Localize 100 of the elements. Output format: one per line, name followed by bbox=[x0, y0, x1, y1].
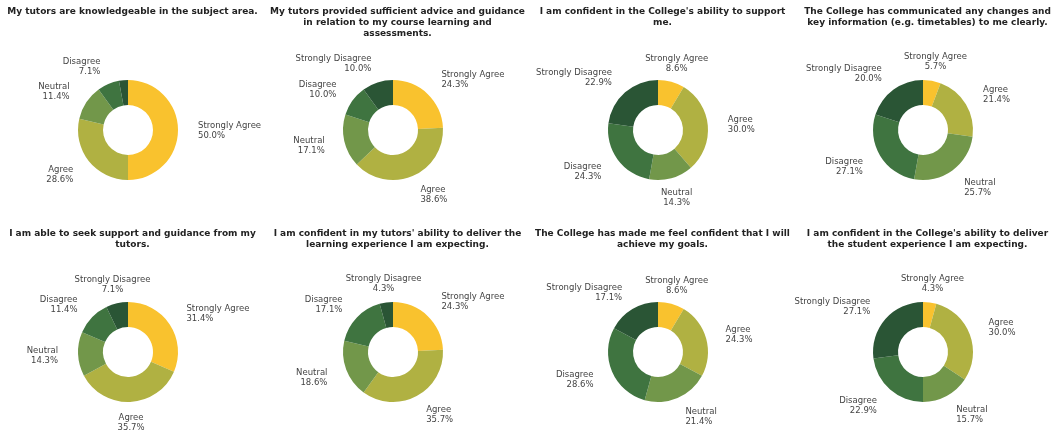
donut-slice bbox=[875, 80, 923, 123]
data-label: 15.7% bbox=[956, 413, 984, 424]
data-label: 27.1% bbox=[835, 165, 863, 176]
slice-label: Disagree bbox=[39, 293, 78, 304]
data-label: 17.1% bbox=[595, 291, 623, 302]
slice-label: Strongly Disagree bbox=[794, 295, 871, 306]
donut-slice bbox=[873, 302, 923, 359]
donut-slice bbox=[363, 80, 393, 110]
slice-label: Strongly Agree bbox=[645, 274, 709, 285]
data-label: 14.3% bbox=[31, 354, 59, 365]
data-label: 4.3% bbox=[921, 282, 944, 293]
slice-label: Strongly Agree bbox=[186, 303, 250, 314]
slice-label: Neutral bbox=[660, 187, 693, 198]
data-label: 24.3% bbox=[441, 79, 469, 90]
data-label: 24.3% bbox=[441, 301, 469, 312]
data-label: 20.0% bbox=[854, 73, 882, 84]
donut-slice bbox=[658, 80, 684, 109]
donut-slice bbox=[118, 80, 128, 106]
data-label: 11.4% bbox=[42, 91, 70, 102]
donut-slice bbox=[923, 365, 965, 402]
donut-slice bbox=[393, 80, 443, 129]
chart-title: I am confident in the College's ability to support me. bbox=[539, 6, 787, 27]
slice-label: Neutral bbox=[296, 366, 328, 377]
slice-label: Neutral bbox=[964, 176, 996, 187]
donut-slice bbox=[343, 114, 375, 165]
slice-label: Strongly Disagree bbox=[805, 63, 882, 74]
data-label: 28.6% bbox=[566, 379, 594, 390]
donut-slice bbox=[78, 118, 128, 180]
donut-slice bbox=[344, 303, 387, 347]
donut-slice bbox=[608, 328, 652, 401]
donut-slice bbox=[873, 114, 919, 180]
chart-title: I am able to seek support and guidance from my tutors. bbox=[9, 228, 256, 249]
donut-slice bbox=[82, 306, 118, 343]
donut-slice bbox=[393, 302, 443, 351]
donut-slice bbox=[128, 302, 178, 372]
donut-slice bbox=[670, 87, 708, 168]
slice-label: Disagree bbox=[825, 155, 863, 166]
chart-title: The College has communicated any changes and key information (e.g. timetables) to me clearly. bbox=[804, 6, 1051, 27]
chart-title: My tutors are knowledgeable in the subject area. bbox=[7, 6, 258, 16]
slice-label: Disagree bbox=[304, 293, 343, 304]
slice-label: Strongly Disagree bbox=[295, 53, 372, 64]
chart-title: My tutors provided sufficient advice and guidance in relation to my course learning and assessments. bbox=[270, 6, 525, 38]
donut-slice bbox=[929, 303, 973, 380]
data-label: 25.7% bbox=[964, 186, 992, 197]
slice-label: Strongly Agree bbox=[441, 69, 505, 80]
data-label: 30.0% bbox=[988, 327, 1016, 338]
data-label: 4.3% bbox=[372, 282, 395, 293]
donut-slice bbox=[614, 302, 658, 341]
slice-label: Disagree bbox=[298, 78, 337, 89]
data-label: 10.0% bbox=[309, 88, 337, 99]
data-label: 28.6% bbox=[46, 173, 74, 184]
donut-slice bbox=[649, 148, 691, 180]
donut-slice bbox=[914, 133, 973, 180]
donut-slice bbox=[356, 127, 443, 180]
slice-label: Agree bbox=[988, 317, 1014, 328]
data-label: 38.6% bbox=[420, 194, 448, 205]
donut-slice bbox=[931, 83, 973, 137]
donut-slice bbox=[379, 302, 393, 328]
data-label: 22.9% bbox=[584, 77, 612, 88]
slice-label: Agree bbox=[426, 403, 452, 414]
data-label: 24.3% bbox=[574, 171, 602, 182]
data-label: 18.6% bbox=[300, 376, 328, 387]
donut-slice bbox=[106, 302, 128, 330]
data-label: 7.1% bbox=[101, 283, 124, 294]
data-label: 22.9% bbox=[849, 404, 877, 415]
data-label: 11.4% bbox=[50, 303, 78, 314]
slice-label: Agree bbox=[48, 163, 74, 174]
data-label: 30.0% bbox=[727, 123, 755, 134]
slice-label: Strongly Agree bbox=[903, 51, 968, 62]
data-label: 7.1% bbox=[78, 65, 101, 76]
data-label: 35.7% bbox=[426, 413, 454, 424]
slice-label: Strongly Agree bbox=[198, 120, 262, 130]
donut-slice bbox=[363, 349, 443, 402]
slice-label: Strongly Disagree bbox=[546, 281, 623, 292]
slice-label: Agree bbox=[725, 323, 751, 334]
slice-label: Neutral bbox=[26, 344, 59, 355]
data-label: 50.0% bbox=[198, 130, 226, 140]
donut-slice bbox=[345, 89, 379, 123]
slice-label: Agree bbox=[727, 113, 753, 124]
donut-slice bbox=[78, 332, 106, 376]
data-label: 31.4% bbox=[186, 313, 214, 324]
slice-label: Strongly Disagree bbox=[74, 273, 151, 284]
donut-slice bbox=[608, 123, 654, 180]
data-label: 17.1% bbox=[315, 303, 343, 314]
data-label: 27.1% bbox=[843, 305, 871, 316]
data-label: 8.6% bbox=[665, 62, 688, 73]
slice-label: Strongly Agree bbox=[441, 291, 505, 302]
data-label: 21.4% bbox=[983, 94, 1011, 105]
slice-label: Disagree bbox=[555, 369, 594, 380]
data-label: 21.4% bbox=[685, 416, 713, 427]
donut-slice bbox=[79, 89, 114, 125]
slice-label: Strongly Disagree bbox=[345, 272, 422, 283]
slice-label: Neutral bbox=[38, 81, 70, 92]
slice-label: Disagree bbox=[839, 394, 877, 405]
donut-slice bbox=[128, 80, 178, 180]
donut-slice bbox=[83, 361, 174, 402]
slice-label: Strongly Disagree bbox=[536, 67, 612, 78]
donut-slice bbox=[644, 363, 702, 402]
slice-label: Disagree bbox=[563, 161, 602, 172]
slice-label: Agree bbox=[983, 84, 1009, 95]
